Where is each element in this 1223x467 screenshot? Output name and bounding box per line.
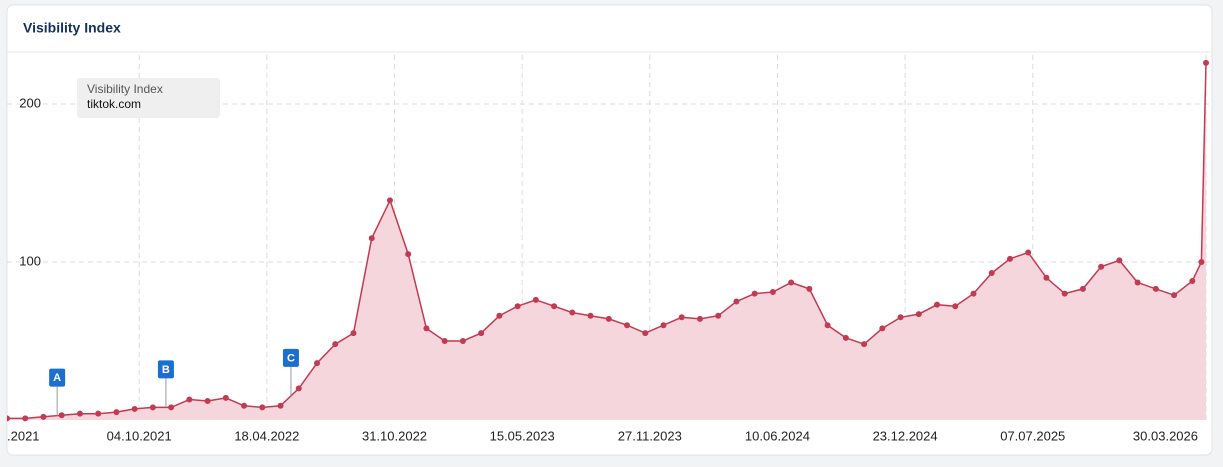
point [642,330,649,337]
plot: 15.03.2021 04.10.2021 18.04.2022 31.10.2022… [0,55,1212,443]
point [897,314,904,321]
x-tick-label: 07.07.2025 [1000,428,1065,443]
legend-entry: tiktok.com [87,97,141,111]
point [386,197,393,204]
point [660,322,667,329]
point [952,303,959,310]
annotation-flag [157,360,174,379]
point [970,290,977,297]
annotation-label: B [162,364,170,376]
point [532,296,539,303]
point [514,303,521,310]
point [879,325,886,332]
point [1061,290,1068,297]
point [806,285,813,292]
x-tick-label: 15.05.2023 [490,428,555,443]
point [715,312,722,319]
point [58,412,65,419]
point [277,402,284,409]
point [368,235,375,242]
point [40,413,47,420]
point [1203,59,1209,66]
x-tick-label: 31.10.2022 [362,428,427,443]
point [587,312,594,319]
point [824,322,831,329]
point [113,409,120,416]
point [1043,274,1050,281]
x-tick-label: 23.12.2024 [873,428,938,443]
point [7,415,10,422]
point [842,334,849,341]
x-tick-label: 30.03.2026 [1133,428,1198,443]
annotation-label: A [53,372,61,384]
point [1079,285,1086,292]
y-tick-label: 200 [19,95,41,110]
point [459,337,466,344]
card-title: Visibility Index [23,20,121,36]
point [1098,263,1105,270]
point [769,289,776,296]
point [861,341,868,348]
point [186,396,193,403]
point [441,337,448,344]
point [131,405,138,412]
point [1116,257,1123,264]
point [605,315,612,322]
point [95,410,102,417]
point [241,402,248,409]
point [295,385,302,392]
x-tick-label: 10.06.2024 [745,428,810,443]
line [7,62,1207,420]
x-tick-label: 27.11.2023 [618,428,682,443]
point [733,298,740,305]
legend-title: Visibility Index [87,82,163,96]
point [259,404,266,411]
point [1025,249,1032,256]
point [1189,277,1196,284]
point [149,404,156,411]
point [350,330,357,337]
x-tick-label: 04.10.2021 [107,428,172,443]
point [751,290,758,297]
point [788,279,795,286]
point [624,322,631,329]
point [22,415,29,422]
point [222,394,229,401]
point [569,309,576,316]
point [204,398,211,405]
point [496,312,503,319]
area [7,62,1206,421]
legend-box [77,78,220,118]
point [405,251,412,258]
point [988,270,995,277]
annotation-label: C [287,352,295,364]
point [478,330,485,337]
point [1171,292,1178,299]
point [423,325,430,332]
point [1198,258,1205,265]
point [168,404,175,411]
point [934,301,941,308]
point [76,410,83,417]
point [1006,255,1013,262]
point [915,311,922,318]
point [696,315,703,322]
point [314,360,321,367]
annotation-flag [282,348,299,367]
x-tick-label: 18.04.2022 [234,428,299,443]
annotation-flag [49,368,66,387]
point [1134,279,1141,286]
x-tick-label: 15.03.2021 [0,428,40,443]
point [1152,285,1159,292]
y-tick-label: 100 [19,253,41,268]
point [678,314,685,321]
point [551,303,558,310]
point [332,341,339,348]
